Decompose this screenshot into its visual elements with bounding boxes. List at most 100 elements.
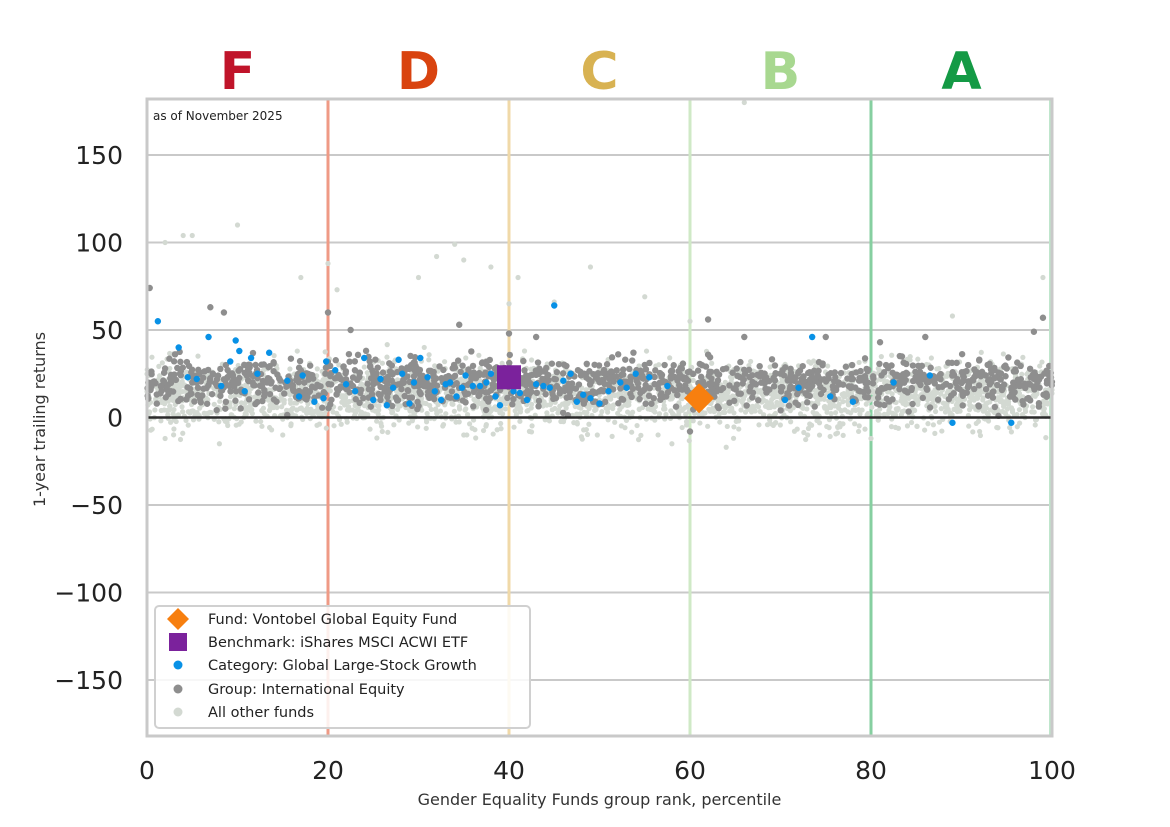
group-point — [482, 406, 490, 414]
category-point — [437, 396, 445, 404]
category-point — [389, 384, 397, 391]
group-point — [408, 394, 416, 401]
x-tick-label: 0 — [139, 756, 155, 785]
other-fund-point — [364, 370, 370, 376]
group-point — [327, 372, 334, 380]
group-point — [281, 390, 288, 397]
group-point — [217, 365, 224, 373]
group-point — [1030, 328, 1038, 335]
group-point — [959, 402, 966, 409]
group-point — [200, 374, 207, 381]
other-fund-point — [838, 408, 845, 414]
group-point — [383, 375, 390, 382]
group-point — [478, 359, 486, 367]
group-point — [469, 362, 477, 370]
group-point — [601, 380, 608, 388]
other-fund-point — [334, 410, 340, 416]
other-fund-point — [423, 419, 430, 425]
other-fund-point — [458, 376, 464, 382]
other-fund-point — [686, 438, 692, 444]
other-fund-point — [914, 423, 920, 429]
group-point — [472, 374, 480, 382]
other-fund-point — [514, 403, 520, 410]
x-tick-label: 60 — [674, 756, 706, 785]
group-point — [203, 400, 211, 407]
group-point — [470, 388, 478, 396]
other-fund-point — [557, 403, 563, 409]
other-fund-point — [297, 405, 303, 412]
group-point — [381, 388, 388, 395]
other-fund-point — [875, 417, 881, 423]
other-fund-point — [825, 363, 831, 369]
other-fund-point — [852, 421, 858, 427]
group-point — [989, 394, 997, 401]
other-fund-point — [980, 397, 986, 403]
other-fund-point — [873, 409, 880, 415]
group-point — [806, 392, 814, 400]
other-fund-point — [932, 430, 938, 436]
group-point — [440, 366, 447, 374]
group-point — [213, 406, 220, 414]
group-point — [837, 369, 845, 377]
group-point — [377, 396, 384, 404]
other-fund-point — [428, 406, 434, 413]
other-fund-point — [643, 348, 650, 354]
other-fund-point — [928, 355, 934, 361]
other-fund-point — [717, 395, 724, 402]
group-point — [586, 368, 593, 375]
other-fund-point — [774, 400, 780, 406]
legend-entry: Fund: Vontobel Global Equity Fund — [208, 612, 457, 628]
category-point — [232, 337, 239, 344]
group-point — [328, 396, 335, 403]
other-fund-point — [349, 407, 356, 413]
group-point — [194, 384, 202, 392]
group-point — [368, 386, 376, 393]
other-fund-point — [836, 396, 842, 402]
group-point — [745, 366, 753, 374]
other-fund-point — [322, 349, 328, 355]
group-point — [526, 379, 534, 387]
other-fund-point — [362, 411, 368, 417]
group-point — [785, 402, 793, 409]
other-fund-point — [441, 359, 448, 365]
other-fund-point — [690, 377, 696, 383]
group-point — [896, 352, 904, 360]
other-fund-point — [609, 403, 615, 409]
other-fund-point — [908, 419, 915, 426]
category-point — [383, 402, 391, 409]
group-point — [486, 356, 494, 364]
other-fund-point — [279, 404, 285, 410]
other-fund-point — [314, 366, 320, 372]
group-point — [465, 366, 472, 373]
group-point — [386, 360, 393, 367]
group-point — [808, 382, 816, 390]
other-fund-point — [1039, 359, 1045, 365]
group-point — [324, 309, 332, 316]
group-point — [484, 389, 492, 396]
group-point — [629, 385, 637, 392]
other-fund-point — [1029, 409, 1035, 415]
category-point — [532, 381, 540, 388]
group-point — [532, 333, 540, 341]
group-point — [322, 370, 329, 377]
other-fund-point — [473, 435, 479, 441]
group-point — [296, 357, 304, 365]
other-fund-point — [271, 353, 277, 359]
other-fund-point — [801, 429, 807, 436]
other-fund-point — [528, 357, 535, 363]
other-fund-point — [716, 411, 722, 417]
other-fund-point — [337, 405, 343, 411]
group-point — [770, 383, 778, 390]
category-point — [573, 398, 581, 405]
group-point — [737, 390, 744, 397]
other-fund-point — [437, 408, 444, 414]
group-point — [545, 371, 552, 379]
group-point — [394, 368, 401, 376]
other-fund-point — [379, 428, 385, 435]
other-fund-point — [529, 423, 535, 429]
group-point — [671, 387, 678, 394]
legend-entry: Benchmark: iShares MSCI ACWI ETF — [208, 635, 468, 651]
other-fund-point — [944, 372, 951, 378]
group-point — [958, 379, 965, 386]
